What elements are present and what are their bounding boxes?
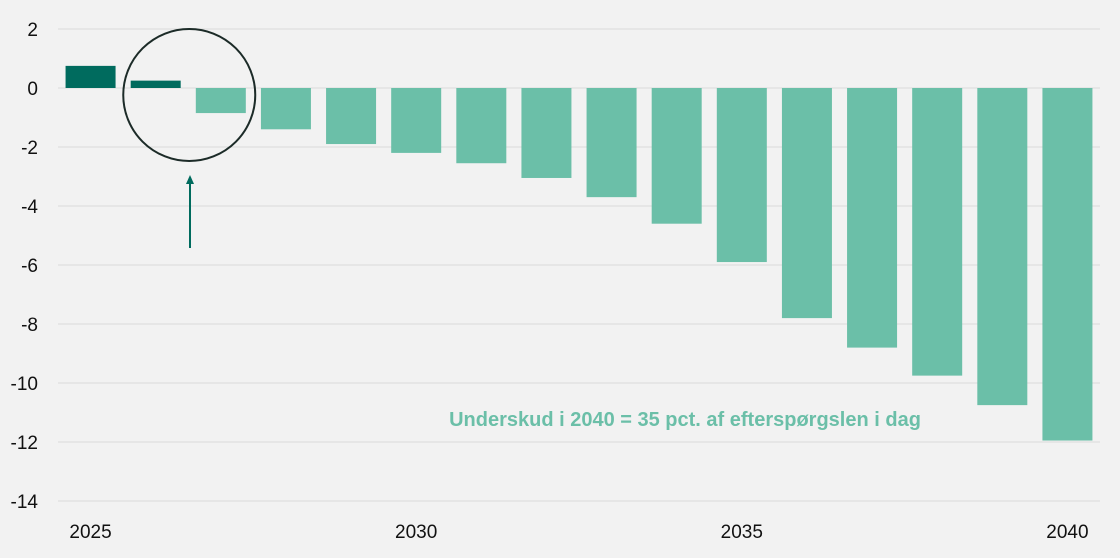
y-tick-label: -2 xyxy=(21,138,38,159)
bar-2036 xyxy=(781,88,832,319)
annotation-text: Underskud i 2040 = 35 pct. af efterspørg… xyxy=(449,409,921,431)
y-tick-label: -6 xyxy=(21,256,38,277)
bar-2038 xyxy=(912,88,963,376)
y-tick-label: 0 xyxy=(27,79,38,100)
y-tick-label: -12 xyxy=(11,433,38,454)
x-tick-label: 2030 xyxy=(395,522,437,543)
bar-2026 xyxy=(130,80,181,88)
bar-2031 xyxy=(456,88,507,164)
bar-2035 xyxy=(716,88,767,263)
y-axis-tick-labels: 2 0 -2 -4 -6 -8 -10 -12 -14 xyxy=(11,20,39,513)
bar-2039 xyxy=(977,88,1028,406)
x-tick-label: 2035 xyxy=(721,522,763,543)
bar-2032 xyxy=(521,88,572,178)
x-tick-label: 2025 xyxy=(69,522,111,543)
bars xyxy=(65,65,1093,441)
y-tick-label: -4 xyxy=(21,197,38,218)
callout-circle xyxy=(122,28,257,162)
x-axis-tick-labels: 2025 2030 2035 2040 xyxy=(69,522,1088,543)
bar-2037 xyxy=(847,88,898,348)
x-tick-label: 2040 xyxy=(1046,522,1088,543)
bar-2029 xyxy=(326,88,377,145)
bar-2030 xyxy=(391,88,442,153)
bar-2034 xyxy=(651,88,702,224)
bar-2025 xyxy=(65,65,116,88)
y-tick-label: 2 xyxy=(27,20,38,41)
bar-2028 xyxy=(260,88,311,130)
arrow-head xyxy=(186,175,194,184)
bar-2027 xyxy=(195,88,246,114)
callout-arrow xyxy=(186,175,194,248)
y-tick-label: -14 xyxy=(11,492,39,513)
y-tick-label: -8 xyxy=(21,315,38,336)
bar-2040 xyxy=(1042,88,1093,441)
y-tick-label: -10 xyxy=(11,374,38,395)
bar-2033 xyxy=(586,88,637,198)
